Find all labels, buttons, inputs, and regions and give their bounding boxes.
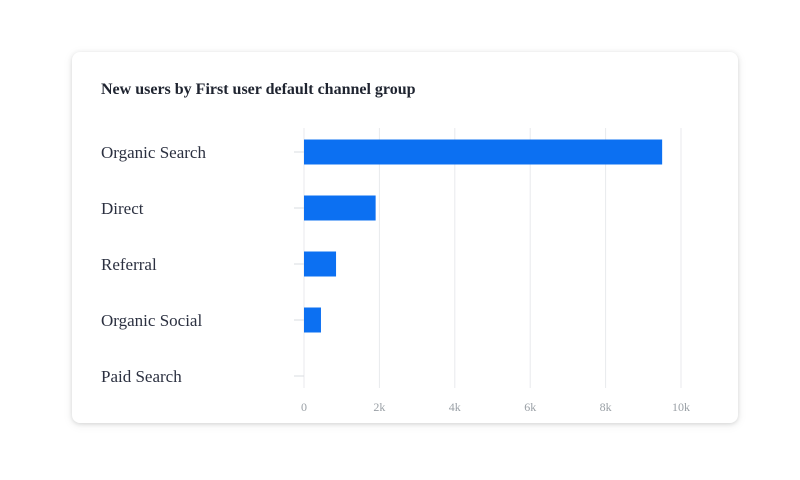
category-label: Referral [101,255,157,274]
chart-card: New users by First user default channel … [72,52,738,423]
chart-title: New users by First user default channel … [101,81,416,98]
category-labels: Organic Search Direct Referral Organic Soci… [101,143,206,386]
category-label: Paid Search [101,367,182,386]
category-label: Organic Social [101,311,202,330]
category-label: Organic Search [101,143,206,162]
x-tick-label: 6k [524,400,536,414]
x-tick-label: 8k [600,400,612,414]
bar-organic-search[interactable] [304,139,663,165]
bar-referral[interactable] [304,251,337,277]
x-tick-label: 2k [373,400,385,414]
bars [304,139,663,333]
x-tick-label: 0 [301,400,307,414]
bar-organic-social[interactable] [304,307,321,333]
category-label: Direct [101,199,144,218]
bar-direct[interactable] [304,195,376,221]
bar-chart: Organic Search Direct Referral Organic Soci… [101,128,690,414]
x-tick-label: 10k [672,400,690,414]
x-axis-ticks: 0 2k 4k 6k 8k 10k [301,400,690,414]
grid-lines [294,128,682,388]
x-tick-label: 4k [449,400,461,414]
